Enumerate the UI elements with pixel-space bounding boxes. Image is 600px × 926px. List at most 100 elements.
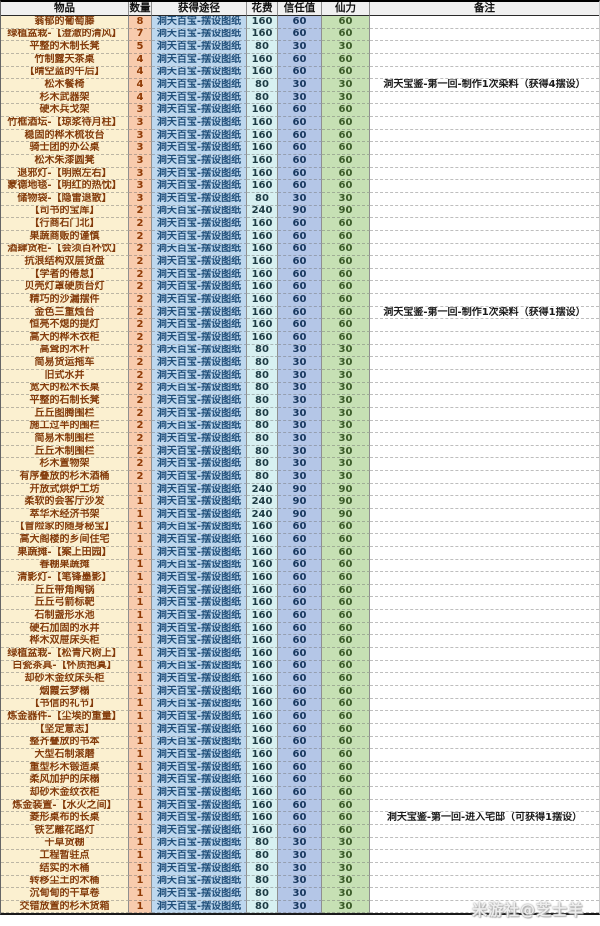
item-cell: 丘丘弓箭标靶 [1,597,129,611]
item-cell: 结实的木桶 [1,862,129,876]
adeptal-energy-cell: 60 [322,66,370,80]
quantity-cell: 1 [129,875,152,889]
trust-cell: 30 [278,850,322,863]
quantity-cell: 4 [129,79,152,92]
item-cell: 重型杉木锻造桌 [1,761,129,775]
source-cell: 洞天百宝-摆设图纸 [152,799,247,813]
cost-cell: 160 [247,294,278,307]
trust-cell: 60 [278,129,322,143]
adeptal-energy-cell: 60 [322,306,370,320]
note-cell [370,496,599,509]
cost-cell: 160 [247,698,278,712]
adeptal-energy-cell: 60 [322,28,370,42]
cost-cell: 240 [247,496,278,509]
trust-cell: 30 [278,433,322,446]
cost-cell: 160 [247,559,278,573]
cost-cell: 160 [247,774,278,788]
table-row: 蓊郁的葡萄藤 8 洞天百宝-摆设图纸 160 60 60 [1,16,599,29]
trust-cell: 60 [278,180,322,193]
trust-cell: 60 [278,635,322,649]
note-cell [370,610,599,623]
trust-cell: 90 [278,508,322,522]
quantity-cell: 7 [129,28,152,42]
trust-cell: 60 [278,332,322,345]
trust-cell: 60 [278,155,322,168]
table-row: 菱形桌布的长桌 1 洞天百宝-摆设图纸 160 60 60 洞天宝鉴-第一回-进入宅邸（可获… [1,812,599,825]
adeptal-energy-cell: 60 [322,104,370,118]
adeptal-energy-cell: 60 [322,648,370,661]
note-cell [370,142,599,156]
note-cell [370,218,599,231]
adeptal-energy-cell: 30 [322,79,370,92]
trust-cell: 60 [278,761,322,775]
table-row: 【坚定意志】 1 洞天百宝-摆设图纸 160 60 60 [1,723,599,737]
trust-cell: 60 [278,256,322,269]
trust-cell: 60 [278,167,322,181]
trust-cell: 30 [278,862,322,876]
quantity-cell: 1 [129,774,152,788]
note-cell [370,572,599,585]
cost-cell: 160 [247,812,278,825]
item-cell: 萃华木经济书架 [1,508,129,522]
item-cell: 酒肆货柜-【会须百杯饮】 [1,243,129,257]
table-row: 春棚果蔬摊 1 洞天百宝-摆设图纸 160 60 60 [1,559,599,573]
cost-cell: 160 [247,521,278,535]
quantity-cell: 3 [129,129,152,143]
quantity-cell: 2 [129,332,152,345]
cost-cell: 80 [247,471,278,484]
trust-cell: 60 [278,534,322,547]
note-cell [370,850,599,863]
quantity-cell: 3 [129,192,152,206]
item-cell: 白瓷茶具-【怀质抱真】 [1,660,129,674]
item-cell: 有序叠放的杉木酒桶 [1,471,129,484]
cost-cell: 160 [247,799,278,813]
table-row: 松木朱漆圆凳 3 洞天百宝-摆设图纸 160 60 60 [1,155,599,168]
cost-cell: 160 [247,597,278,611]
cost-cell: 160 [247,66,278,80]
quantity-cell: 1 [129,723,152,737]
item-cell: 竹框酒坛-【琼浆待月柱】 [1,117,129,130]
quantity-cell: 1 [129,521,152,535]
quantity-cell: 2 [129,230,152,244]
trust-cell: 60 [278,521,322,535]
trust-cell: 60 [278,142,322,156]
note-cell [370,243,599,257]
note-cell [370,230,599,244]
trust-cell: 30 [278,471,322,484]
table-row: 铁艺雕花路灯 1 洞天百宝-摆设图纸 160 60 60 [1,825,599,838]
quantity-cell: 1 [129,572,152,585]
source-cell: 洞天百宝-摆设图纸 [152,508,247,522]
source-cell: 洞天百宝-摆设图纸 [152,471,247,484]
source-cell: 洞天百宝-摆设图纸 [152,167,247,181]
adeptal-energy-cell: 30 [322,862,370,876]
item-cell: 炼金装置-【水火之间】 [1,799,129,813]
trust-cell: 30 [278,875,322,889]
adeptal-energy-cell: 30 [322,192,370,206]
cost-cell: 160 [247,749,278,762]
quantity-cell: 2 [129,256,152,269]
note-cell [370,736,599,750]
cost-cell: 80 [247,91,278,105]
note-cell [370,268,599,282]
source-cell: 洞天百宝-摆设图纸 [152,584,247,598]
cost-cell: 160 [247,129,278,143]
table-row: 杉木武器架 4 洞天百宝-摆设图纸 80 30 30 [1,91,599,105]
cost-cell: 80 [247,369,278,383]
adeptal-energy-cell: 30 [322,344,370,358]
source-cell: 洞天百宝-摆设图纸 [152,91,247,105]
item-cell: 硬石加固的水井 [1,622,129,636]
note-cell [370,129,599,143]
trust-cell: 30 [278,91,322,105]
quantity-cell: 1 [129,736,152,750]
item-cell: 储物袋-【隐雷退散】 [1,192,129,206]
quantity-cell: 2 [129,382,152,396]
column-header-source: 获得途径 [152,2,247,16]
note-cell [370,332,599,345]
cost-cell: 80 [247,888,278,901]
trust-cell: 60 [278,268,322,282]
trust-cell: 60 [278,711,322,724]
note-cell [370,508,599,522]
source-cell: 洞天百宝-摆设图纸 [152,761,247,775]
item-cell: 【冒险家的随身秘宝】 [1,521,129,535]
